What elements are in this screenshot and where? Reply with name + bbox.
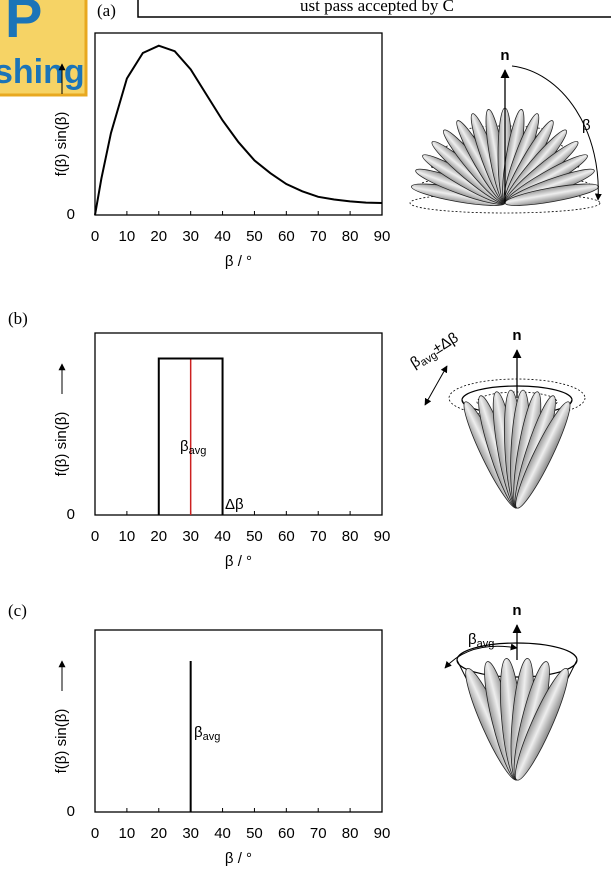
x-tick-label: 40: [214, 228, 231, 245]
y-axis-label: f(β) sin(β): [53, 709, 70, 774]
plot-frame: [94, 629, 383, 813]
label-main: Δβ: [225, 496, 244, 513]
x-tick-label: 50: [246, 825, 263, 842]
x-tick-label: 50: [246, 528, 263, 545]
label-sub: avg: [189, 445, 207, 457]
angle-label: β: [582, 117, 591, 134]
annotation: Δβ: [225, 496, 244, 513]
annotation: βavg: [194, 724, 220, 743]
x-tick-label: 40: [214, 528, 231, 545]
normal-label: n: [512, 602, 521, 619]
x-axis-label: β / °: [225, 553, 252, 570]
y-axis-label: f(β) sin(β): [53, 112, 70, 177]
logo-text: shing: [0, 53, 85, 91]
annotation: βavg: [180, 438, 206, 457]
header-text: ust pass accepted by C: [300, 0, 454, 15]
x-tick-label: 90: [374, 825, 391, 842]
y-tick-label: 0: [67, 803, 75, 820]
petal: [514, 667, 569, 781]
x-axis-label: β / °: [225, 850, 252, 867]
header-box: [137, 0, 611, 18]
x-tick-label: 0: [91, 228, 99, 245]
label-main: β: [194, 724, 203, 741]
normal-label: n: [500, 47, 509, 64]
x-tick-label: 80: [342, 528, 359, 545]
logo-box: [0, 0, 88, 97]
x-tick-label: 10: [119, 228, 136, 245]
x-tick-label: 0: [91, 825, 99, 842]
label-main: β: [582, 117, 591, 134]
x-tick-label: 70: [310, 228, 327, 245]
x-tick-label: 60: [278, 528, 295, 545]
x-tick-label: 50: [246, 228, 263, 245]
x-tick-label: 30: [182, 528, 199, 545]
logo-letter: P: [5, 0, 42, 49]
x-axis-label: β / °: [225, 253, 252, 270]
angle-label: βavg±Δβ: [407, 329, 463, 373]
x-tick-label: 40: [214, 825, 231, 842]
x-tick-label: 60: [278, 825, 295, 842]
panel-label: (a): [97, 1, 116, 20]
petal: [515, 401, 571, 509]
x-tick-label: 70: [310, 825, 327, 842]
x-tick-label: 30: [182, 228, 199, 245]
y-axis-label: f(β) sin(β): [53, 412, 70, 477]
x-tick-label: 10: [119, 825, 136, 842]
x-tick-label: 90: [374, 228, 391, 245]
x-tick-label: 30: [182, 825, 199, 842]
label-main: β: [180, 438, 189, 455]
x-tick-label: 20: [150, 228, 167, 245]
x-tick-label: 20: [150, 825, 167, 842]
label-sub: avg: [477, 638, 495, 650]
angle-arc: [511, 65, 602, 201]
spread-arrow: [424, 365, 448, 406]
angle-arc: [444, 643, 518, 669]
label-main: β: [468, 631, 477, 648]
y-tick-label: 0: [67, 506, 75, 523]
plot-frame: [94, 332, 383, 516]
x-tick-label: 80: [342, 228, 359, 245]
x-tick-label: 60: [278, 228, 295, 245]
y-tick-label: 0: [67, 206, 75, 223]
x-tick-label: 90: [374, 528, 391, 545]
data-line: [94, 44, 383, 216]
plot-frame: [94, 32, 383, 216]
x-tick-label: 80: [342, 825, 359, 842]
normal-label: n: [512, 327, 521, 344]
data-line: [157, 357, 224, 515]
panel-label: (b): [8, 309, 28, 328]
x-tick-label: 70: [310, 528, 327, 545]
panel-label: (c): [8, 601, 27, 620]
angle-label: βavg: [468, 631, 494, 650]
x-tick-label: 20: [150, 528, 167, 545]
x-tick-label: 10: [119, 528, 136, 545]
x-tick-label: 0: [91, 528, 99, 545]
label-sub: avg: [203, 731, 221, 743]
